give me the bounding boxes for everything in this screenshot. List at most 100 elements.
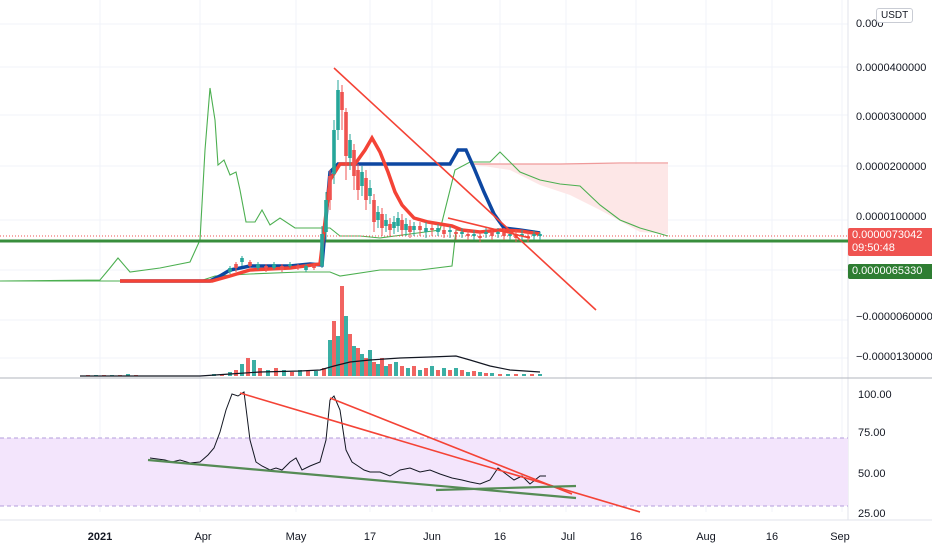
candle-body (356, 170, 360, 190)
time-tick-label: May (286, 531, 307, 543)
candle-body (360, 172, 364, 186)
time-tick-label: Sep (830, 531, 850, 543)
ma-blue-line (120, 148, 541, 283)
candle-body (296, 266, 300, 268)
candle-body (344, 112, 348, 156)
volume-bar (478, 372, 482, 376)
rsi-tick-label: 50.00 (858, 468, 886, 480)
volume-ma-line (80, 355, 541, 377)
volume-bar (484, 373, 488, 376)
volume-bar (506, 374, 510, 376)
candle-body (376, 212, 380, 220)
rsi-tick-label: 75.00 (858, 427, 886, 439)
volume-bar (322, 368, 326, 376)
volume-bar (406, 368, 410, 376)
candle-body (538, 234, 542, 236)
volume-bar (394, 362, 398, 376)
candle-body (320, 234, 324, 266)
candle-body (272, 264, 276, 268)
time-tick-label: 17 (364, 531, 376, 543)
candle-body (234, 264, 238, 268)
volume-bar (306, 371, 310, 376)
volume-bar (356, 348, 360, 376)
price-trendline (333, 67, 597, 311)
volume-bar (372, 362, 376, 376)
candle-body (508, 234, 512, 236)
candle-body (264, 266, 268, 268)
volume-bar (538, 374, 542, 376)
rsi-tick-label: 100.00 (858, 389, 892, 401)
volume-bar (290, 372, 294, 376)
candle-body (364, 178, 368, 200)
candle-body (348, 140, 352, 158)
time-tick-label: Jul (561, 531, 575, 543)
candle-body (460, 232, 464, 234)
candle-body (408, 226, 412, 232)
candle-body (388, 224, 392, 230)
candle-body (324, 200, 328, 232)
price-tick-label: 0.0000200000 (856, 161, 926, 173)
volume-bar (472, 371, 476, 376)
volume-bar (384, 366, 388, 376)
candle-body (520, 234, 524, 236)
current-price-badge: 0.0000073042 09:50:48 (848, 228, 932, 256)
rsi-band (0, 438, 848, 506)
candle-body (380, 214, 384, 228)
volume-bar (460, 370, 464, 376)
rsi-support-2 (435, 484, 577, 492)
volume-bar (376, 364, 380, 376)
volume-bar (514, 374, 518, 376)
current-price-label: 0.0000073042 (852, 229, 923, 241)
volume-bar (282, 370, 286, 376)
candle-body (424, 228, 428, 232)
band-upper-line (0, 87, 669, 282)
volume-bar (430, 366, 434, 376)
candle-body (490, 232, 494, 236)
volume-bar (498, 374, 502, 376)
rsi-tick-label: 25.00 (858, 508, 886, 520)
volume-bar (360, 354, 364, 376)
volume-bar (126, 374, 130, 376)
volume-bar (380, 358, 384, 376)
candle-body (340, 92, 344, 110)
price-tick-label: −0.0000060000 (856, 311, 932, 323)
candle-body (442, 230, 446, 234)
currency-button[interactable]: USDT (876, 8, 914, 23)
volume-bar (454, 368, 458, 376)
candle-body (502, 232, 506, 236)
volume-bar (328, 340, 332, 376)
candle-body (412, 226, 416, 230)
candle-body (392, 222, 396, 228)
candle-body (304, 266, 308, 270)
candle-body (240, 258, 244, 262)
rsi-trendline-2 (329, 397, 573, 495)
volume-bar (336, 336, 340, 376)
candle-body (368, 188, 372, 196)
time-tick-label: 16 (766, 531, 778, 543)
volume-bar (522, 374, 526, 376)
volume-bar (298, 370, 302, 376)
rsi-support-1 (147, 458, 577, 500)
candle-body (430, 228, 434, 230)
time-tick-label: 16 (630, 531, 642, 543)
candle-body (336, 90, 340, 130)
volume-bar (368, 350, 372, 376)
countdown-label: 09:50:48 (852, 242, 895, 254)
cloud-area (470, 164, 668, 234)
candle-body (478, 236, 482, 238)
candle-body (532, 234, 536, 236)
support-price-badge: 0.0000065330 (848, 264, 932, 279)
candle-body (228, 268, 232, 272)
volume-bar (364, 358, 368, 376)
price-tick-label: −0.0000130000 (856, 351, 932, 363)
candle-body (454, 232, 458, 234)
volume-bar (266, 370, 270, 376)
volume-bar (314, 371, 318, 376)
volume-bar (448, 370, 452, 376)
candle-body (384, 220, 388, 226)
candle-body (404, 224, 408, 230)
volume-bar (340, 286, 344, 376)
candle-body (288, 264, 292, 266)
